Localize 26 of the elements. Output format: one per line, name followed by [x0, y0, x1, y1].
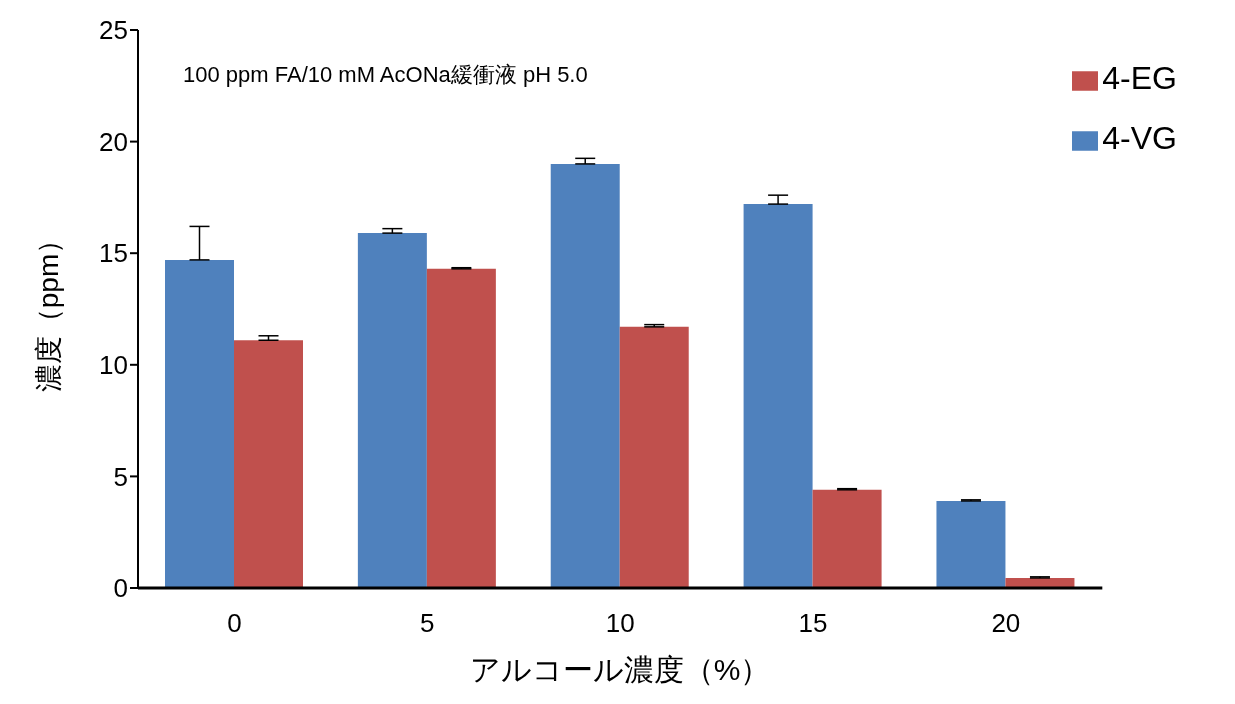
y-tick-label: 0: [113, 573, 128, 604]
y-tick-label: 15: [99, 238, 128, 269]
y-axis-title: 濃度（ppm）: [32, 225, 64, 393]
legend-label: 4-VG: [1102, 120, 1177, 156]
bar: [743, 204, 813, 588]
bar: [936, 500, 1006, 588]
legend-label: 4-EG: [1102, 60, 1177, 96]
y-tick-label: 10: [99, 350, 128, 381]
y-tick-label: 25: [99, 15, 128, 46]
x-tick-label: 5: [420, 608, 435, 639]
bar: [550, 163, 620, 588]
bar: [812, 489, 882, 588]
x-tick-label: 20: [991, 608, 1021, 639]
bar: [1005, 577, 1075, 588]
x-tick-label: 15: [798, 608, 828, 639]
x-tick-label: 10: [605, 608, 635, 639]
y-tick-label: 20: [99, 126, 128, 157]
annotation: 100 ppm FA/10 mM AcONa緩衝液 pH 5.0: [183, 61, 588, 89]
bar: [426, 268, 496, 588]
bar: [357, 233, 427, 588]
y-tick-label: 5: [113, 461, 128, 492]
x-tick-label: 0: [227, 608, 242, 639]
bar: [165, 259, 234, 588]
bar: [619, 326, 689, 588]
bar: [234, 340, 303, 588]
x-axis-title: アルコール濃度（%）: [469, 653, 771, 686]
